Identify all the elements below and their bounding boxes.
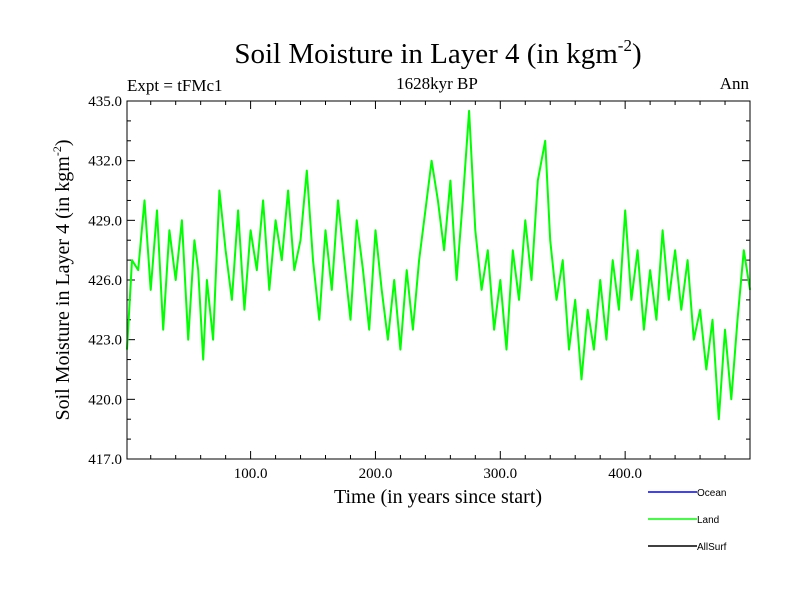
legend-land-label: Land [697, 515, 719, 526]
chart-title: Soil Moisture in Layer 4 (in kgm-2) [234, 36, 641, 70]
y-tick-label: 423.0 [88, 333, 122, 349]
y-tick-label: 417.0 [88, 452, 122, 468]
chart-subtitle: 1628kyr BP [396, 74, 478, 93]
experiment-label: Expt = tFMc1 [127, 76, 223, 95]
x-tick-label: 300.0 [483, 466, 517, 482]
x-tick-label: 400.0 [608, 466, 642, 482]
x-axis-label: Time (in years since start) [334, 486, 542, 508]
legend-ocean-label: Ocean [697, 488, 726, 499]
x-tick-label: 100.0 [234, 466, 268, 482]
y-tick-label: 435.0 [88, 94, 122, 110]
legend-allsurf-label: AllSurf [697, 542, 727, 553]
series-land-line [126, 109, 751, 421]
season-label: Ann [720, 74, 750, 93]
y-tick-label: 426.0 [88, 273, 122, 289]
legend: Ocean Land AllSurf [648, 488, 727, 553]
y-tick-label: 420.0 [88, 392, 122, 408]
plot-frame [126, 100, 751, 460]
y-tick-label: 429.0 [88, 213, 122, 229]
x-tick-label: 200.0 [359, 466, 393, 482]
axis-ticks: 417.0 420.0 423.0 426.0 429.0 432.0 435.0 100.0… [88, 94, 750, 482]
series-group [126, 109, 751, 421]
y-tick-label: 432.0 [88, 154, 122, 170]
y-axis-label: Soil Moisture in Layer 4 (in kgm-2) [50, 139, 74, 420]
